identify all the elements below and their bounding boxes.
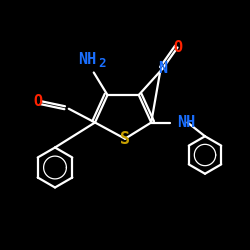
Text: 2: 2: [98, 57, 106, 70]
Text: NH: NH: [78, 52, 96, 68]
Text: S: S: [120, 130, 130, 148]
Text: O: O: [173, 40, 182, 55]
Text: NH: NH: [178, 115, 196, 130]
Text: O: O: [33, 94, 42, 109]
Text: N: N: [158, 61, 167, 76]
